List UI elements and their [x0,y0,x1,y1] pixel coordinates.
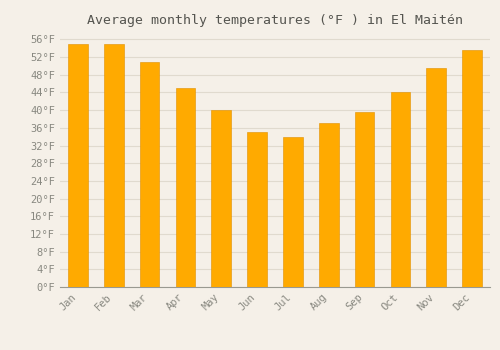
Bar [247,132,267,287]
Bar [68,44,88,287]
Bar [462,50,482,287]
Bar [140,62,160,287]
Bar [283,137,303,287]
Bar [212,110,231,287]
Bar [104,44,124,287]
Bar [176,88,196,287]
Bar [426,68,446,287]
Title: Average monthly temperatures (°F ) in El Maitén: Average monthly temperatures (°F ) in El… [87,14,463,27]
Bar [319,124,338,287]
Bar [390,92,410,287]
Bar [354,112,374,287]
